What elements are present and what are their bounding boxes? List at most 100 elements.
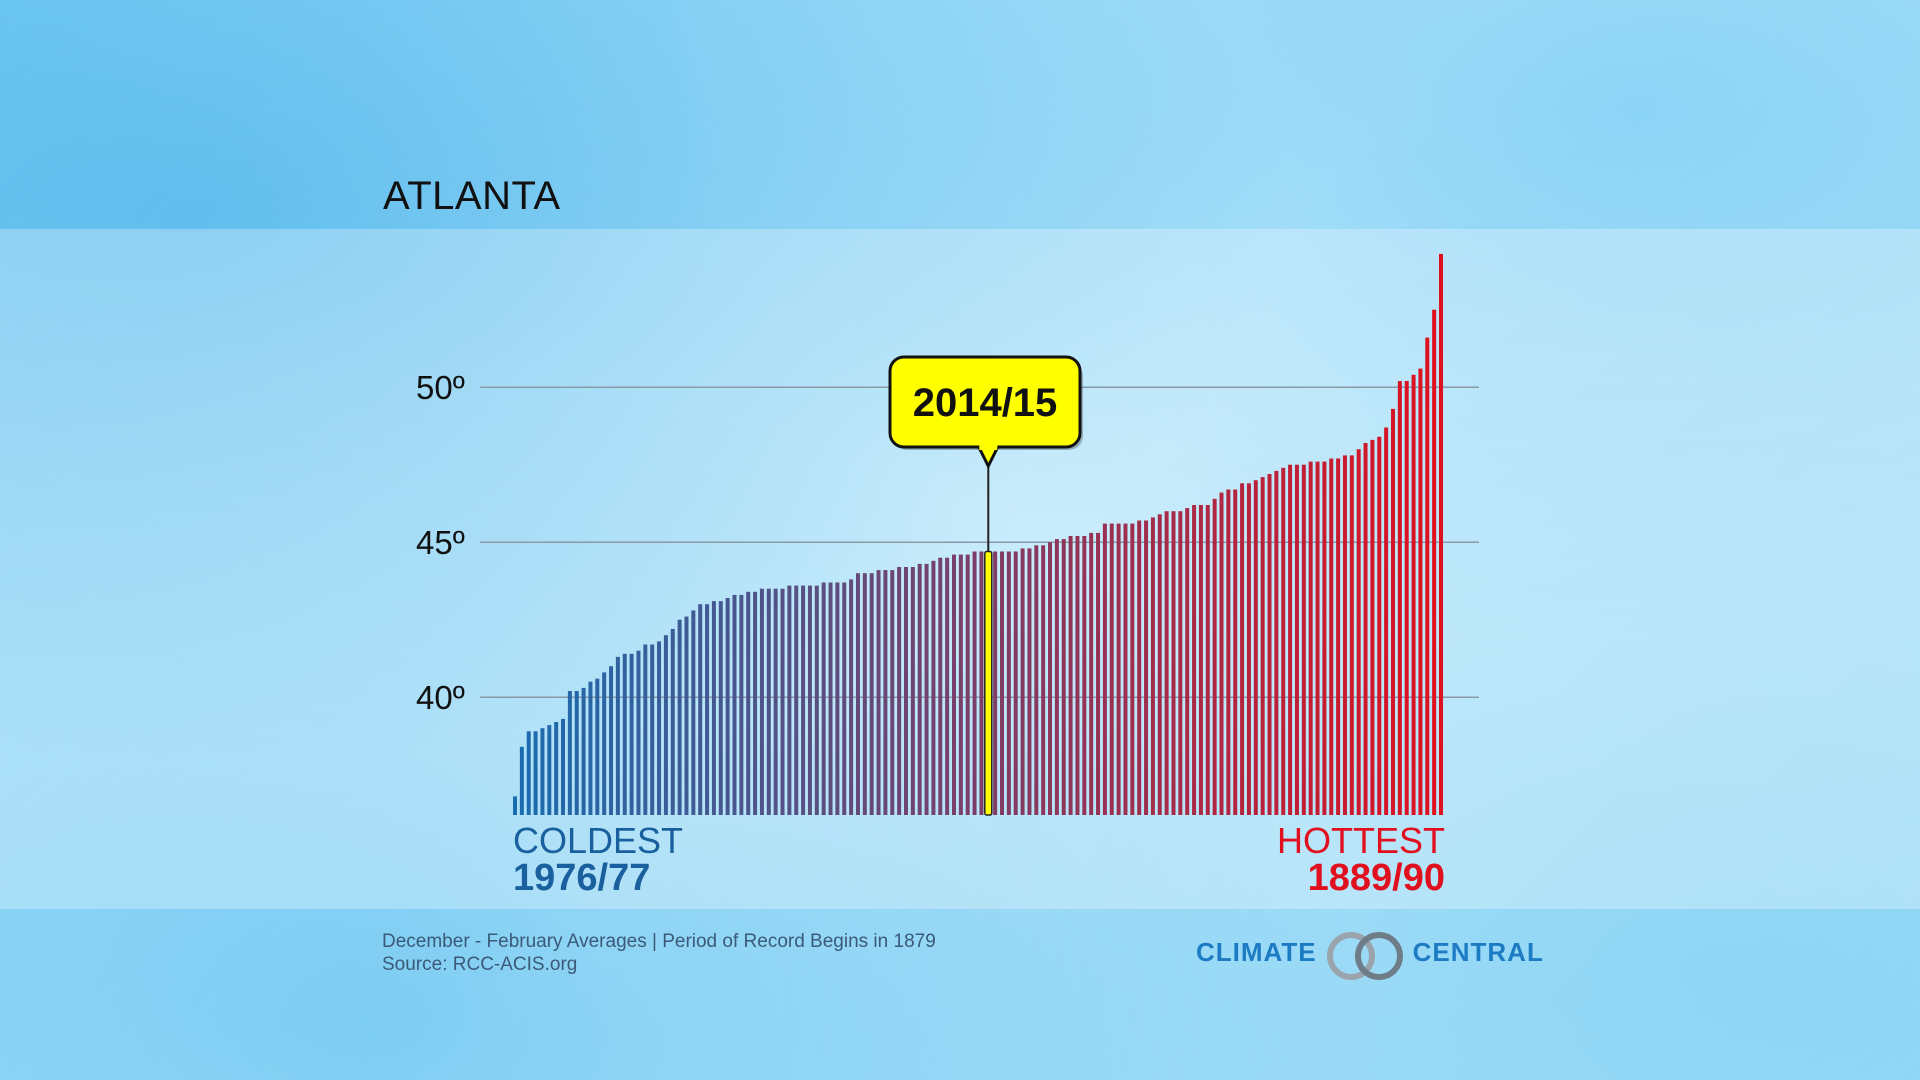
bar	[1109, 523, 1114, 815]
highlight-bar	[984, 550, 993, 816]
bar	[1171, 511, 1176, 815]
bar	[1075, 536, 1080, 815]
bar	[636, 650, 641, 815]
bar	[1322, 461, 1327, 815]
chart-title: ATLANTA	[383, 174, 561, 218]
bar	[766, 588, 771, 815]
bar	[759, 588, 764, 815]
bar	[903, 567, 908, 815]
bar	[561, 718, 566, 815]
logo-text-right: CENTRAL	[1412, 936, 1544, 967]
bar	[711, 601, 716, 815]
bar	[1130, 523, 1135, 815]
bar	[917, 563, 922, 815]
bar	[801, 585, 806, 815]
bar	[979, 551, 984, 815]
bar	[862, 573, 867, 815]
bar	[1061, 539, 1066, 815]
bar	[924, 563, 929, 815]
bar	[1164, 511, 1169, 815]
bar	[1212, 498, 1217, 815]
bar	[540, 728, 545, 815]
bar	[1377, 436, 1382, 815]
bar	[849, 579, 854, 815]
bar	[581, 687, 586, 815]
bar	[1418, 368, 1423, 815]
bar	[691, 610, 696, 815]
bar	[526, 731, 531, 815]
bar	[1315, 461, 1320, 815]
bar	[615, 656, 620, 815]
coldest-label: COLDEST	[513, 820, 684, 861]
footer-source: Source: RCC-ACIS.org	[382, 954, 578, 975]
callout-label: 2014/15	[913, 381, 1058, 425]
bar	[951, 554, 956, 815]
bar	[718, 601, 723, 815]
bar	[972, 551, 977, 815]
bar	[807, 585, 812, 815]
bar	[787, 585, 792, 815]
bar	[1034, 545, 1039, 815]
bar	[1123, 523, 1128, 815]
bar	[588, 681, 593, 815]
bar	[1342, 455, 1347, 815]
bar	[519, 746, 524, 815]
bar	[876, 570, 881, 815]
bar	[897, 567, 902, 815]
bar	[1363, 443, 1368, 815]
bar	[965, 554, 970, 815]
bar	[567, 691, 572, 815]
bar	[1308, 461, 1313, 815]
y-tick-label: 50º	[416, 369, 465, 406]
bar	[602, 672, 607, 815]
bar	[513, 796, 517, 815]
bar	[1370, 439, 1375, 815]
bar	[1253, 480, 1258, 815]
bar	[1068, 536, 1073, 815]
bar	[1137, 520, 1142, 815]
bar	[1089, 532, 1094, 815]
bar	[1404, 381, 1409, 815]
bar	[1054, 539, 1059, 815]
bar	[622, 653, 627, 815]
bar	[1041, 545, 1046, 815]
bar	[1198, 505, 1203, 815]
bar	[657, 641, 662, 815]
bar	[1096, 532, 1101, 815]
bar	[554, 722, 559, 815]
bar	[753, 591, 758, 815]
bar	[1150, 517, 1155, 815]
coldest-year: 1976/77	[513, 857, 651, 899]
bar	[1020, 548, 1025, 815]
bar	[1178, 511, 1183, 815]
callout-tail-mask	[979, 440, 998, 450]
hottest-label: HOTTEST	[1277, 820, 1445, 861]
bar	[828, 582, 833, 815]
bar	[1274, 470, 1279, 815]
bar	[684, 616, 689, 815]
bar	[1288, 464, 1293, 815]
bar	[574, 691, 579, 815]
hottest-year: 1889/90	[1307, 857, 1445, 899]
bar	[1116, 523, 1121, 815]
bar	[1439, 253, 1443, 815]
bar	[1219, 492, 1224, 815]
bar	[842, 582, 847, 815]
bar	[1006, 551, 1011, 815]
bar	[698, 604, 703, 815]
bar	[1226, 489, 1231, 815]
bar	[746, 591, 751, 815]
bar	[1048, 542, 1053, 815]
climate-central-logo: CLIMATE CENTRAL	[1196, 930, 1544, 980]
y-tick-label: 45º	[416, 524, 465, 561]
bar	[931, 560, 936, 815]
bar	[629, 653, 634, 815]
bar	[705, 604, 710, 815]
bar	[1246, 483, 1251, 815]
bar	[732, 594, 737, 815]
bar	[1013, 551, 1018, 815]
bar	[1384, 427, 1389, 815]
bar	[1082, 536, 1087, 815]
bar	[821, 582, 826, 815]
bar	[1432, 309, 1437, 815]
